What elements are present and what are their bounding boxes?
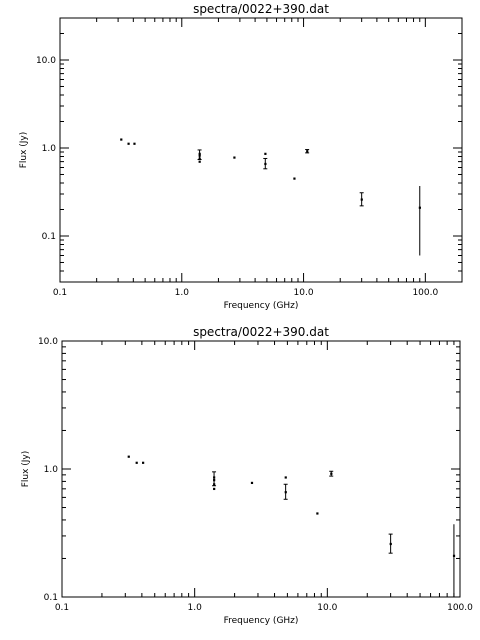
data-point	[198, 160, 201, 163]
data-point	[133, 142, 136, 145]
x-tick-label: 100.0	[412, 288, 438, 298]
data-point	[330, 472, 333, 475]
x-tick-label: 0.1	[55, 603, 69, 613]
data-point	[284, 476, 287, 479]
data-point	[213, 487, 216, 491]
x-tick-label: 0.1	[53, 288, 67, 298]
chart-title: spectra/0022+390.dat	[193, 325, 329, 339]
data-point	[233, 156, 236, 159]
x-tick-label: 100.0	[447, 603, 473, 613]
data-point	[135, 461, 138, 464]
x-tick-label: 10.0	[317, 603, 337, 613]
x-axis-label: Frequency (GHz)	[224, 301, 299, 311]
data-point	[198, 152, 201, 155]
x-tick-label: 1.0	[188, 603, 203, 613]
chart-title: spectra/0022+390.dat	[193, 2, 329, 16]
x-tick-label: 1.0	[175, 288, 190, 298]
data-point	[250, 481, 254, 485]
chart-panel-top: spectra/0022+390.dat Frequency (GHz) Flux …	[19, 2, 463, 311]
data-point	[360, 198, 363, 201]
x-tick-label: 10.0	[294, 288, 314, 298]
y-tick-label: 1.0	[42, 144, 57, 154]
plot-frame	[61, 340, 461, 598]
data-point	[284, 491, 287, 494]
data-point	[127, 455, 130, 458]
data-point	[418, 206, 421, 209]
data-point	[120, 138, 123, 141]
data-point	[264, 152, 267, 155]
data-point	[306, 150, 309, 153]
y-tick-label: 10.0	[38, 337, 58, 347]
plot-frame	[59, 17, 463, 283]
data-point	[264, 162, 267, 166]
y-tick-label: 0.1	[44, 593, 58, 603]
data-point	[142, 461, 145, 464]
y-tick-label: 0.1	[42, 232, 56, 242]
data-point	[316, 512, 319, 515]
data-point	[389, 542, 392, 546]
data-point	[213, 476, 216, 479]
data-point	[452, 554, 456, 557]
chart-panel-bottom: spectra/0022+390.dat Frequency (GHz) Flux …	[21, 325, 473, 626]
y-axis-label: Flux (Jy)	[19, 132, 29, 169]
y-tick-label: 10.0	[36, 56, 56, 66]
y-axis-label: Flux (Jy)	[21, 451, 31, 488]
data-point	[293, 177, 296, 180]
x-axis-label: Frequency (GHz)	[224, 616, 299, 626]
y-tick-label: 1.0	[44, 465, 59, 475]
data-point	[127, 142, 130, 145]
